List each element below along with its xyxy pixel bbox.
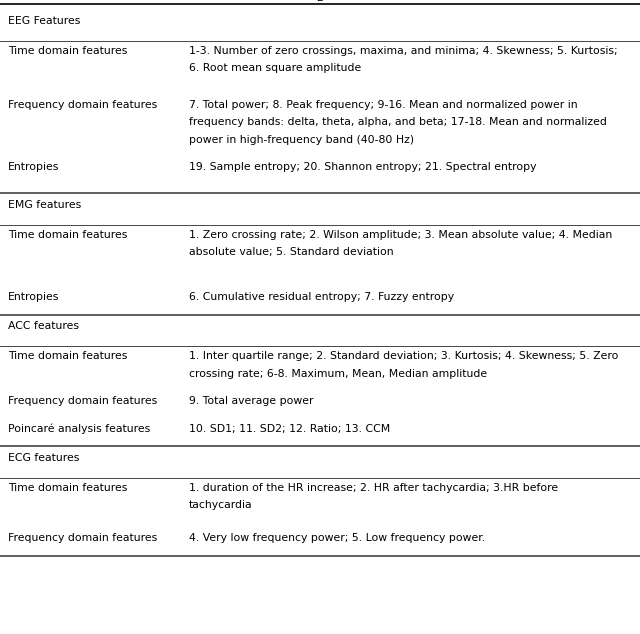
Text: 9. Total average power: 9. Total average power [189, 396, 314, 406]
Text: 7. Total power; 8. Peak frequency; 9-16. Mean and normalized power in: 7. Total power; 8. Peak frequency; 9-16.… [189, 100, 577, 110]
Text: frequency bands: delta, theta, alpha, and beta; 17-18. Mean and normalized: frequency bands: delta, theta, alpha, an… [189, 117, 607, 127]
Text: absolute value; 5. Standard deviation: absolute value; 5. Standard deviation [189, 247, 394, 257]
Text: Entropies: Entropies [8, 162, 59, 172]
Text: Time domain features: Time domain features [8, 46, 127, 56]
Text: Frequency domain features: Frequency domain features [8, 396, 157, 406]
Text: 1. Inter quartile range; 2. Standard deviation; 3. Kurtosis; 4. Skewness; 5. Zer: 1. Inter quartile range; 2. Standard dev… [189, 351, 618, 361]
Text: Poincaré analysis features: Poincaré analysis features [8, 424, 150, 434]
Text: 1. duration of the HR increase; 2. HR after tachycardia; 3.HR before: 1. duration of the HR increase; 2. HR af… [189, 483, 558, 493]
Text: Time domain features: Time domain features [8, 351, 127, 361]
Text: ACC features: ACC features [8, 321, 79, 331]
Text: EEG Features: EEG Features [8, 16, 80, 26]
Text: EMG features: EMG features [8, 200, 81, 210]
Text: 19. Sample entropy; 20. Shannon entropy; 21. Spectral entropy: 19. Sample entropy; 20. Shannon entropy;… [189, 162, 536, 172]
Text: 1-3. Number of zero crossings, maxima, and minima; 4. Skewness; 5. Kurtosis;: 1-3. Number of zero crossings, maxima, a… [189, 46, 618, 56]
Text: tachycardia: tachycardia [189, 500, 252, 510]
Text: 1. Zero crossing rate; 2. Wilson amplitude; 3. Mean absolute value; 4. Median: 1. Zero crossing rate; 2. Wilson amplitu… [189, 230, 612, 240]
Text: 4. Very low frequency power; 5. Low frequency power.: 4. Very low frequency power; 5. Low freq… [189, 533, 485, 543]
Text: 6. Cumulative residual entropy; 7. Fuzzy entropy: 6. Cumulative residual entropy; 7. Fuzzy… [189, 292, 454, 302]
Text: crossing rate; 6-8. Maximum, Mean, Median amplitude: crossing rate; 6-8. Maximum, Mean, Media… [189, 369, 487, 378]
Text: Entropies: Entropies [8, 292, 59, 302]
Text: power in high-frequency band (40-80 Hz): power in high-frequency band (40-80 Hz) [189, 134, 414, 145]
Text: Time domain features: Time domain features [8, 483, 127, 493]
Text: Frequency domain features: Frequency domain features [8, 533, 157, 543]
Text: Frequency domain features: Frequency domain features [8, 100, 157, 110]
Text: 6. Root mean square amplitude: 6. Root mean square amplitude [189, 63, 361, 74]
Text: 2: 2 [317, 0, 323, 3]
Text: 10. SD1; 11. SD2; 12. Ratio; 13. CCM: 10. SD1; 11. SD2; 12. Ratio; 13. CCM [189, 424, 390, 434]
Text: ECG features: ECG features [8, 453, 79, 463]
Text: Time domain features: Time domain features [8, 230, 127, 240]
